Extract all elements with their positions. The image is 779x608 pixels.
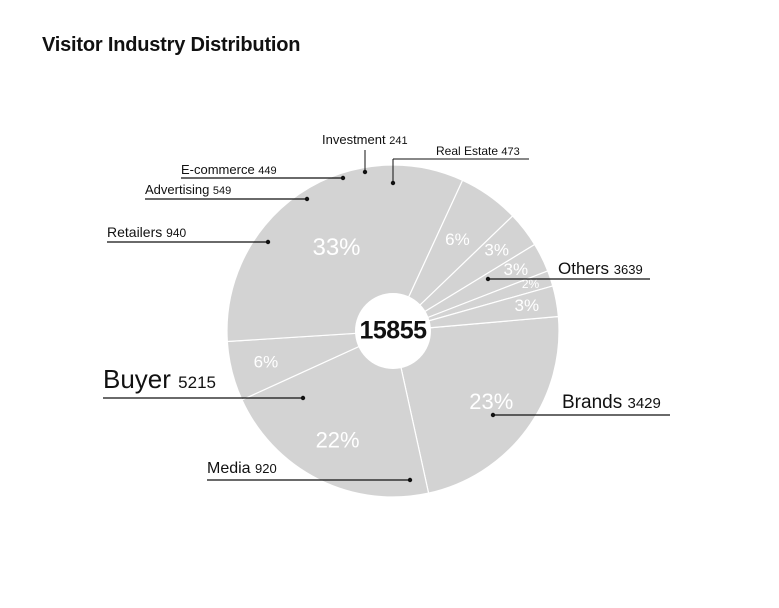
leader-dot-e-commerce: [340, 175, 346, 181]
percent-label-brands: 22%: [316, 428, 360, 453]
leader-dot-buyer: [300, 395, 306, 401]
label-value-buyer: 5215: [178, 373, 216, 392]
slice-others: [392, 315, 560, 494]
label-e-commerce: E-commerce 449: [181, 162, 277, 177]
percent-label-media: 6%: [254, 352, 279, 371]
label-others: Others 3639: [558, 259, 643, 278]
percent-label-advertising: 3%: [484, 240, 509, 259]
label-value-retailers: 940: [166, 226, 186, 240]
label-name-others: Others: [558, 259, 614, 278]
label-investment: Investment 241: [322, 132, 408, 147]
leader-dot-real-estate: [390, 180, 396, 186]
leader-dot-retailers: [265, 239, 271, 245]
leader-dot-investment: [362, 169, 368, 175]
label-name-real-estate: Real Estate: [436, 144, 501, 158]
leader-dot-brands: [490, 412, 496, 418]
label-name-retailers: Retailers: [107, 224, 166, 240]
center-total: 15855: [359, 317, 427, 345]
leader-dot-others: [485, 276, 491, 282]
chart-title: Visitor Industry Distribution: [42, 34, 301, 56]
label-name-media: Media: [207, 460, 255, 477]
label-advertising: Advertising 549: [145, 182, 231, 197]
label-name-e-commerce: E-commerce: [181, 162, 258, 177]
percent-label-buyer: 33%: [312, 234, 360, 261]
label-value-e-commerce: 449: [258, 165, 276, 177]
percent-label-real-estate: 3%: [515, 296, 540, 315]
label-value-investment: 241: [389, 135, 407, 147]
label-name-buyer: Buyer: [103, 364, 178, 394]
label-buyer: Buyer 5215: [103, 364, 216, 394]
label-real-estate: Real Estate 473: [436, 144, 520, 158]
label-retailers: Retailers 940: [107, 224, 186, 240]
leader-dot-advertising: [304, 196, 310, 202]
percent-label-retailers: 6%: [445, 230, 470, 249]
label-name-advertising: Advertising: [145, 182, 213, 197]
percent-labels-layer: 23%22%6%33% 6%3%3%2%3%: [254, 230, 540, 453]
label-name-brands: Brands: [562, 392, 627, 413]
slice-real-estate: [392, 285, 560, 332]
percent-label-others: 23%: [469, 389, 513, 414]
label-value-media: 920: [255, 461, 277, 476]
leader-dot-media: [407, 477, 413, 483]
label-value-advertising: 549: [213, 185, 231, 197]
leader-lines-layer: Others 3639 Brands 3429 Media 920 Buyer 521…: [103, 132, 670, 483]
label-value-brands: 3429: [627, 395, 660, 412]
label-brands: Brands 3429: [562, 392, 661, 413]
percent-label-investment: 2%: [522, 277, 540, 291]
donut-hole: [355, 293, 431, 369]
label-value-real-estate: 473: [501, 146, 519, 158]
label-media: Media 920: [207, 460, 277, 477]
percent-label-e-commerce: 3%: [504, 260, 529, 279]
label-value-others: 3639: [614, 262, 643, 277]
label-name-investment: Investment: [322, 132, 389, 147]
